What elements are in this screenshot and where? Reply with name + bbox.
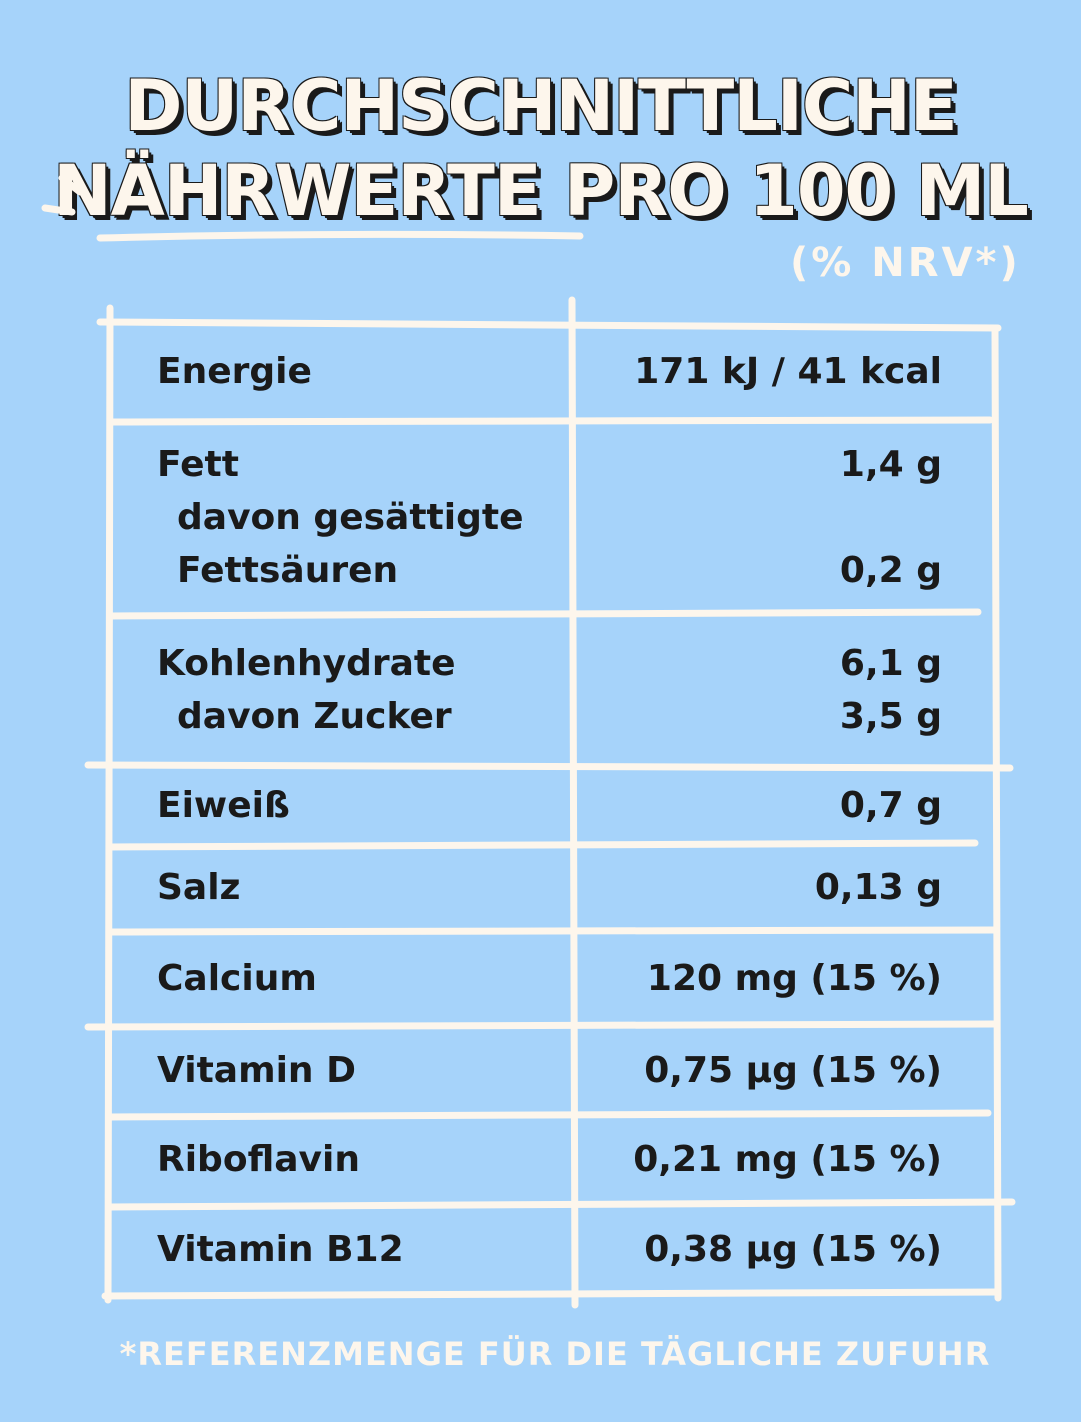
value: 0,13 g [814, 867, 942, 908]
value: 0,7 g [839, 784, 942, 826]
rule [568, 296, 579, 1309]
value: 171 kJ / 41 kcal [634, 350, 942, 392]
rule [104, 304, 114, 1304]
underline [96, 230, 584, 242]
rule [106, 1198, 1016, 1211]
label: Kohlenhydrate [157, 642, 456, 684]
subtitle: (% NRV*) [790, 240, 1021, 286]
rule [991, 326, 1002, 1302]
value: 0,21 mg (15 %) [633, 1139, 942, 1180]
footnote: *REFERENZMENGE FÜR DIE TÄGLICHE ZUFUHR [119, 1335, 991, 1373]
label: Salz [157, 867, 241, 908]
rule [84, 1020, 999, 1031]
value: 1,4 g [839, 443, 942, 485]
rule [106, 926, 999, 936]
rule [106, 839, 979, 851]
title-line: NÄHRWERTE PRO 100 ML [53, 150, 1029, 232]
value: 6,1 g [839, 642, 942, 684]
label: Vitamin B12 [157, 1228, 404, 1270]
label: Riboflavin [157, 1139, 360, 1180]
value: 0,75 µg (15 %) [644, 1049, 942, 1091]
label: Vitamin D [157, 1049, 356, 1091]
decor [58, 174, 84, 196]
rule [84, 761, 1014, 772]
rule [96, 318, 1002, 332]
label: davon gesättigte [177, 496, 524, 538]
value: 120 mg (15 %) [646, 957, 942, 999]
title-line: DURCHSCHNITTLICHE [124, 65, 957, 147]
decor [41, 204, 76, 216]
value: 0,2 g [839, 549, 942, 591]
label: Calcium [157, 957, 317, 999]
rule [106, 416, 994, 426]
rule [101, 1288, 1002, 1300]
label: Eiweiß [157, 784, 290, 826]
label: Energie [157, 350, 312, 392]
value: 0,38 µg (15 %) [644, 1228, 942, 1270]
label: Fett [157, 443, 239, 485]
rule [106, 1109, 992, 1121]
label: davon Zucker [177, 695, 452, 737]
label: Fettsäuren [177, 549, 399, 591]
value: 3,5 g [839, 695, 942, 737]
rule [106, 608, 982, 620]
